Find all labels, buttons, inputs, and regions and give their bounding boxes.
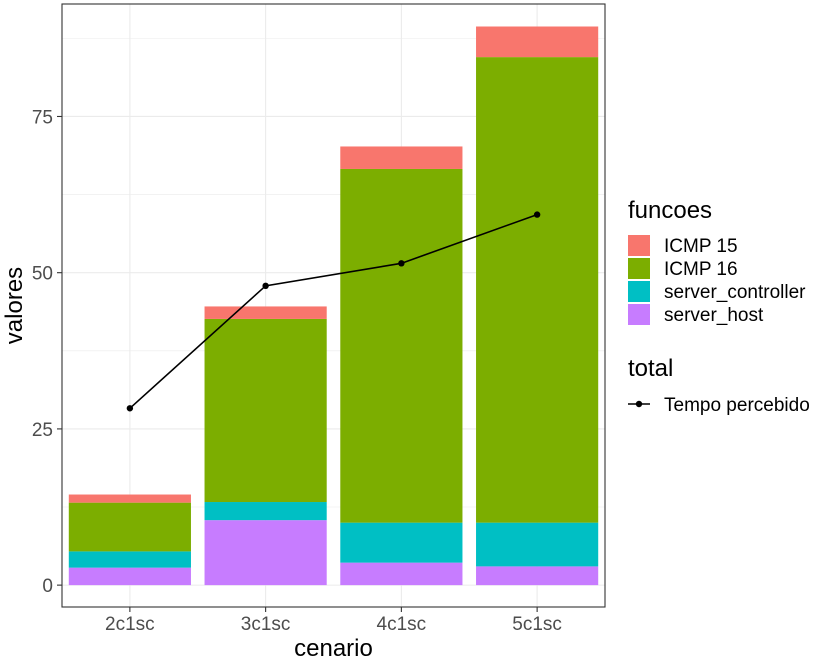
x-tick-label: 3c1sc [241,614,291,635]
line-point [398,260,405,267]
bar-segment [204,306,327,319]
bar-segment [340,522,463,563]
line-point [262,282,269,290]
legend-label: ICMP 15 [664,236,738,257]
legend-title-total: total [628,355,673,382]
x-axis-title: cenario [294,635,373,662]
legend-title-funcoes: funcoes [628,197,712,224]
bar-segment [68,551,191,568]
line-path [129,213,538,409]
legend-label: server_host [664,305,764,326]
x-tick-label: 5c1sc [512,614,562,635]
bar-segment [204,318,327,503]
y-tick-label: 75 [32,107,53,128]
bar-segment [68,494,191,503]
line-point [126,405,134,412]
bar-segment [204,520,327,586]
x-axis: 2c1sc 3c1sc 4c1sc 5c1sc [105,607,562,635]
bar-segment [476,26,599,58]
legend-key [628,235,650,256]
legend-label: ICMP 16 [664,259,738,280]
legend-label: server_controller [664,282,806,303]
plot-panel-border [61,3,606,608]
bar-segment [68,502,191,552]
bar-segment [476,566,599,586]
bar-segment [340,168,463,523]
bars [68,26,599,586]
legend-key [628,281,650,302]
bar-segment [204,502,327,521]
bar-segment [340,562,463,586]
bar-segment [340,146,463,169]
legend-key [628,304,650,325]
line-series [126,211,541,412]
bar-segment [68,567,191,586]
bar-segment [476,522,599,567]
legend-label: Tempo percebido [664,395,810,416]
legend-key [628,258,650,279]
line-point [533,211,541,218]
x-tick-label: 4c1sc [377,614,427,635]
bar-segment [476,57,599,523]
y-axis-title: valores [1,267,28,344]
y-axis: 0 25 50 75 [32,107,62,597]
x-tick-label: 2c1sc [105,614,155,635]
y-tick-label: 25 [32,420,53,441]
y-tick-label: 0 [42,576,53,597]
legend-point-key [635,400,643,408]
y-tick-label: 50 [32,264,53,285]
